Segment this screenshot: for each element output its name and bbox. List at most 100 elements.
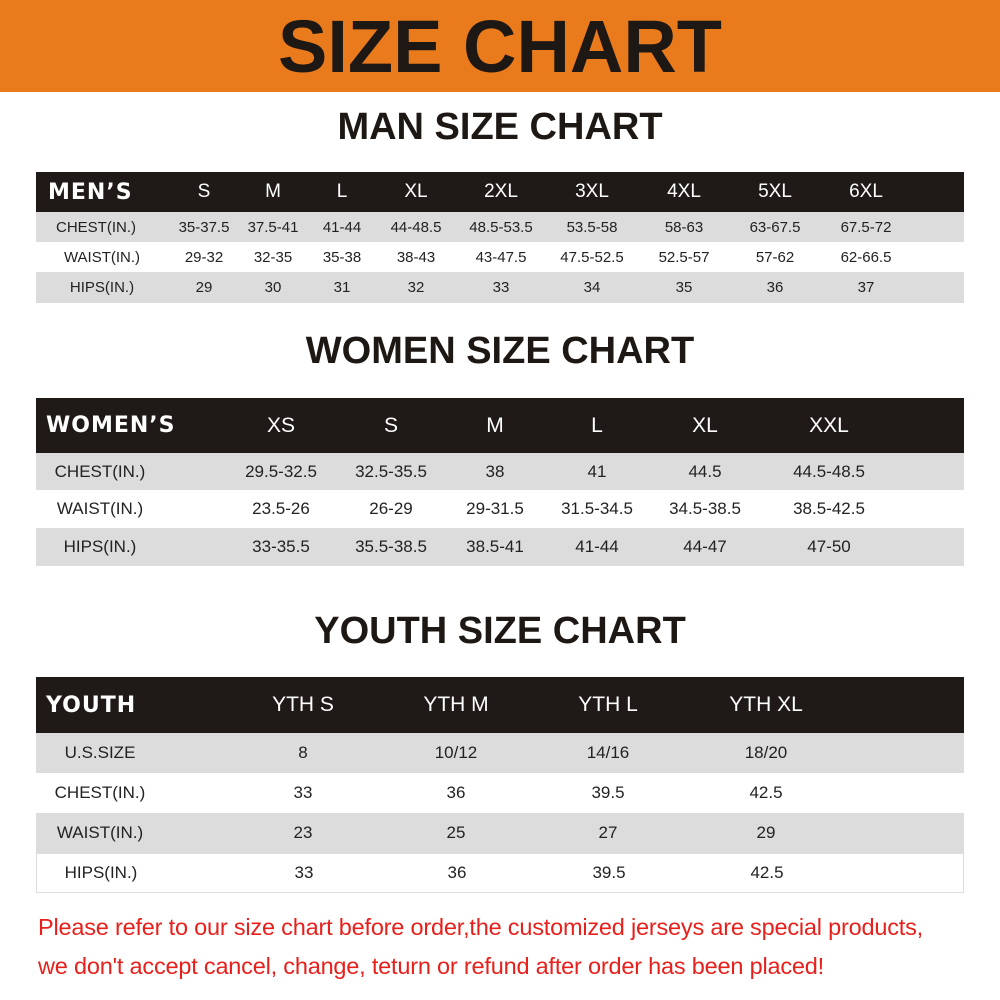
table-cell: 32 <box>407 279 425 296</box>
table-cell: 23.5-26 <box>252 499 310 518</box>
table-row: WAIST(IN.) 23 25 27 29 <box>36 813 964 853</box>
men-size-chart-title: MAN SIZE CHART <box>337 106 663 148</box>
table-cell: 25 <box>446 823 466 842</box>
table-row: HIPS(IN.) 33 36 39.5 42.5 <box>36 853 964 893</box>
size-column-header: YTH M <box>423 693 489 716</box>
table-cell: 35-37.5 <box>178 218 230 236</box>
size-column-header: 3XL <box>575 181 609 202</box>
table-corner-label: WOMEN’S <box>46 413 176 438</box>
table-cell: 47-50 <box>807 537 851 556</box>
table-cell: 44.5 <box>688 461 722 481</box>
table-cell: 47.5-52.5 <box>560 248 624 266</box>
size-column-header: L <box>336 181 348 202</box>
table-cell: 29-32 <box>184 248 224 266</box>
table-cell: 36 <box>766 279 784 296</box>
size-column-header: 2XL <box>484 181 518 202</box>
table-cell: 37.5-41 <box>247 218 299 236</box>
table-cell: 29.5-32.5 <box>245 461 317 481</box>
table-row: U.S.SIZE 8 10/12 14/16 18/20 <box>36 733 964 773</box>
table-cell: 38 <box>485 461 505 481</box>
table-cell: 38.5-41 <box>466 537 524 556</box>
table-row: WAIST(IN.) 23.5-26 26-29 29-31.5 31.5-34.5 34… <box>36 490 964 528</box>
table-row: WAIST(IN.) 29-32 32-35 35-38 38-43 43-47.5 47.… <box>36 242 964 272</box>
table-cell: 62-66.5 <box>840 248 892 266</box>
table-header-row: YOUTH YTH S YTH M YTH L YTH XL <box>36 677 964 733</box>
table-cell: 10/12 <box>434 743 478 762</box>
size-column-header: XS <box>266 413 295 437</box>
table-cell: 14/16 <box>586 743 630 762</box>
youth-size-chart-title: YOUTH SIZE CHART <box>314 610 686 652</box>
table-row: CHEST(IN.) 29.5-32.5 32.5-35.5 38 41 44.5 44.5… <box>36 453 964 490</box>
table-cell: 29 <box>195 279 213 296</box>
measurement-label: WAIST(IN.) <box>56 823 144 842</box>
size-column-header: 4XL <box>667 181 701 202</box>
measurement-label: CHEST(IN.) <box>54 783 146 802</box>
measurement-label: HIPS(IN.) <box>69 279 135 296</box>
table-header-row: WOMEN’S XS S M L XL XXL <box>36 398 964 453</box>
notice-line-1: Please refer to our size chart before or… <box>38 914 923 940</box>
size-column-header: M <box>265 181 281 202</box>
table-cell: 41-44 <box>322 218 362 236</box>
size-column-header: XL <box>404 181 428 202</box>
measurement-label: WAIST(IN.) <box>63 248 141 266</box>
size-column-header: YTH XL <box>729 693 803 716</box>
women-size-chart-title: WOMEN SIZE CHART <box>305 330 695 372</box>
table-row: HIPS(IN.) 29 30 31 32 33 34 35 36 37 <box>36 272 964 303</box>
table-cell: 44-47 <box>683 537 727 556</box>
table-cell: 42.5 <box>750 863 784 882</box>
size-column-header: 6XL <box>849 181 883 202</box>
table-cell: 34.5-38.5 <box>669 499 741 518</box>
table-cell: 23 <box>293 823 313 842</box>
table-cell: 36 <box>446 783 466 802</box>
table-cell: 44-48.5 <box>390 218 442 236</box>
table-cell: 39.5 <box>592 863 626 882</box>
size-column-header: S <box>383 413 398 437</box>
table-cell: 33-35.5 <box>252 537 310 556</box>
table-cell: 33 <box>492 279 510 296</box>
size-column-header: XL <box>692 413 718 437</box>
table-corner-label: MEN’S <box>48 179 133 205</box>
table-cell: 38.5-42.5 <box>793 499 865 518</box>
table-cell: 36 <box>447 863 467 882</box>
measurement-label: WAIST(IN.) <box>56 499 144 518</box>
size-column-header: L <box>591 413 603 437</box>
table-header-row: MEN’S S M L XL 2XL 3XL 4XL 5XL 6XL <box>36 172 964 212</box>
table-cell: 35.5-38.5 <box>355 537 427 556</box>
table-cell: 35-38 <box>322 248 362 266</box>
table-cell: 41 <box>587 461 607 481</box>
table-cell: 39.5 <box>591 783 625 802</box>
table-cell: 42.5 <box>749 783 783 802</box>
table-cell: 43-47.5 <box>475 248 527 266</box>
table-row: CHEST(IN.) 35-37.5 37.5-41 41-44 44-48.5 48.5… <box>36 212 964 242</box>
size-column-header: YTH S <box>272 693 334 716</box>
table-row: CHEST(IN.) 33 36 39.5 42.5 <box>36 773 964 813</box>
measurement-label: CHEST(IN.) <box>54 461 146 481</box>
table-cell: 35 <box>675 279 693 296</box>
measurement-label: HIPS(IN.) <box>64 863 138 882</box>
table-cell: 31.5-34.5 <box>561 499 633 518</box>
table-cell: 52.5-57 <box>658 248 710 266</box>
table-row: HIPS(IN.) 33-35.5 35.5-38.5 38.5-41 41-44 44-… <box>36 528 964 566</box>
measurement-label: HIPS(IN.) <box>63 537 137 556</box>
table-cell: 32-35 <box>253 248 293 266</box>
table-cell: 27 <box>598 823 618 842</box>
table-cell: 29-31.5 <box>466 499 524 518</box>
banner-title: SIZE CHART <box>278 5 722 88</box>
size-column-header: YTH L <box>578 693 638 716</box>
table-cell: 26-29 <box>369 499 413 518</box>
table-cell: 41-44 <box>575 537 619 556</box>
table-cell: 33 <box>293 783 313 802</box>
table-cell: 44.5-48.5 <box>793 461 865 481</box>
size-column-header: S <box>197 181 211 202</box>
table-cell: 67.5-72 <box>840 218 892 236</box>
size-column-header: 5XL <box>758 181 792 202</box>
table-cell: 38-43 <box>396 248 436 266</box>
table-cell: 58-63 <box>664 218 704 236</box>
table-cell: 57-62 <box>755 248 795 266</box>
table-cell: 32.5-35.5 <box>355 461 427 481</box>
measurement-label: U.S.SIZE <box>64 743 136 762</box>
table-corner-label: YOUTH <box>46 692 137 718</box>
table-cell: 48.5-53.5 <box>469 218 533 236</box>
size-column-header: XXL <box>809 413 849 437</box>
table-cell: 30 <box>264 279 282 296</box>
